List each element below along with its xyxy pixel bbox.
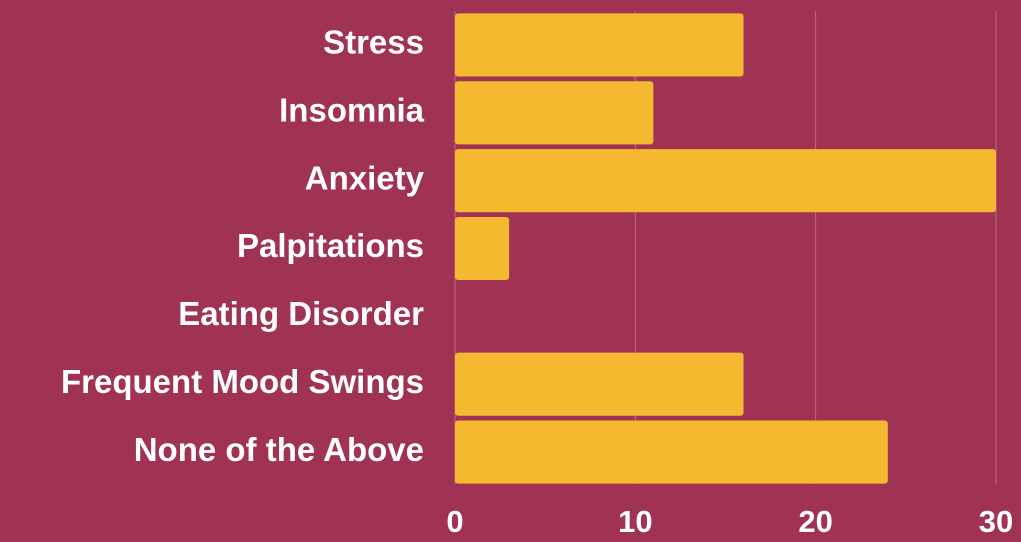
bar — [455, 352, 744, 416]
x-tick-label: 0 — [446, 504, 463, 539]
y-tick-label: Palpitations — [237, 227, 424, 264]
y-tick-label: Stress — [323, 24, 424, 61]
x-tick-label: 10 — [618, 504, 652, 539]
bar — [455, 13, 744, 77]
bar — [455, 216, 510, 281]
bar — [455, 81, 654, 145]
y-tick-label: Insomnia — [279, 92, 425, 129]
x-tick-label: 30 — [979, 504, 1013, 539]
y-tick-label: Anxiety — [305, 159, 425, 196]
y-tick-label: Frequent Mood Swings — [61, 363, 424, 400]
x-tick-label: 20 — [798, 504, 832, 539]
bar — [455, 149, 996, 213]
bar — [455, 420, 888, 484]
y-tick-label: None of the Above — [134, 431, 424, 468]
y-tick-label: Eating Disorder — [178, 295, 424, 332]
